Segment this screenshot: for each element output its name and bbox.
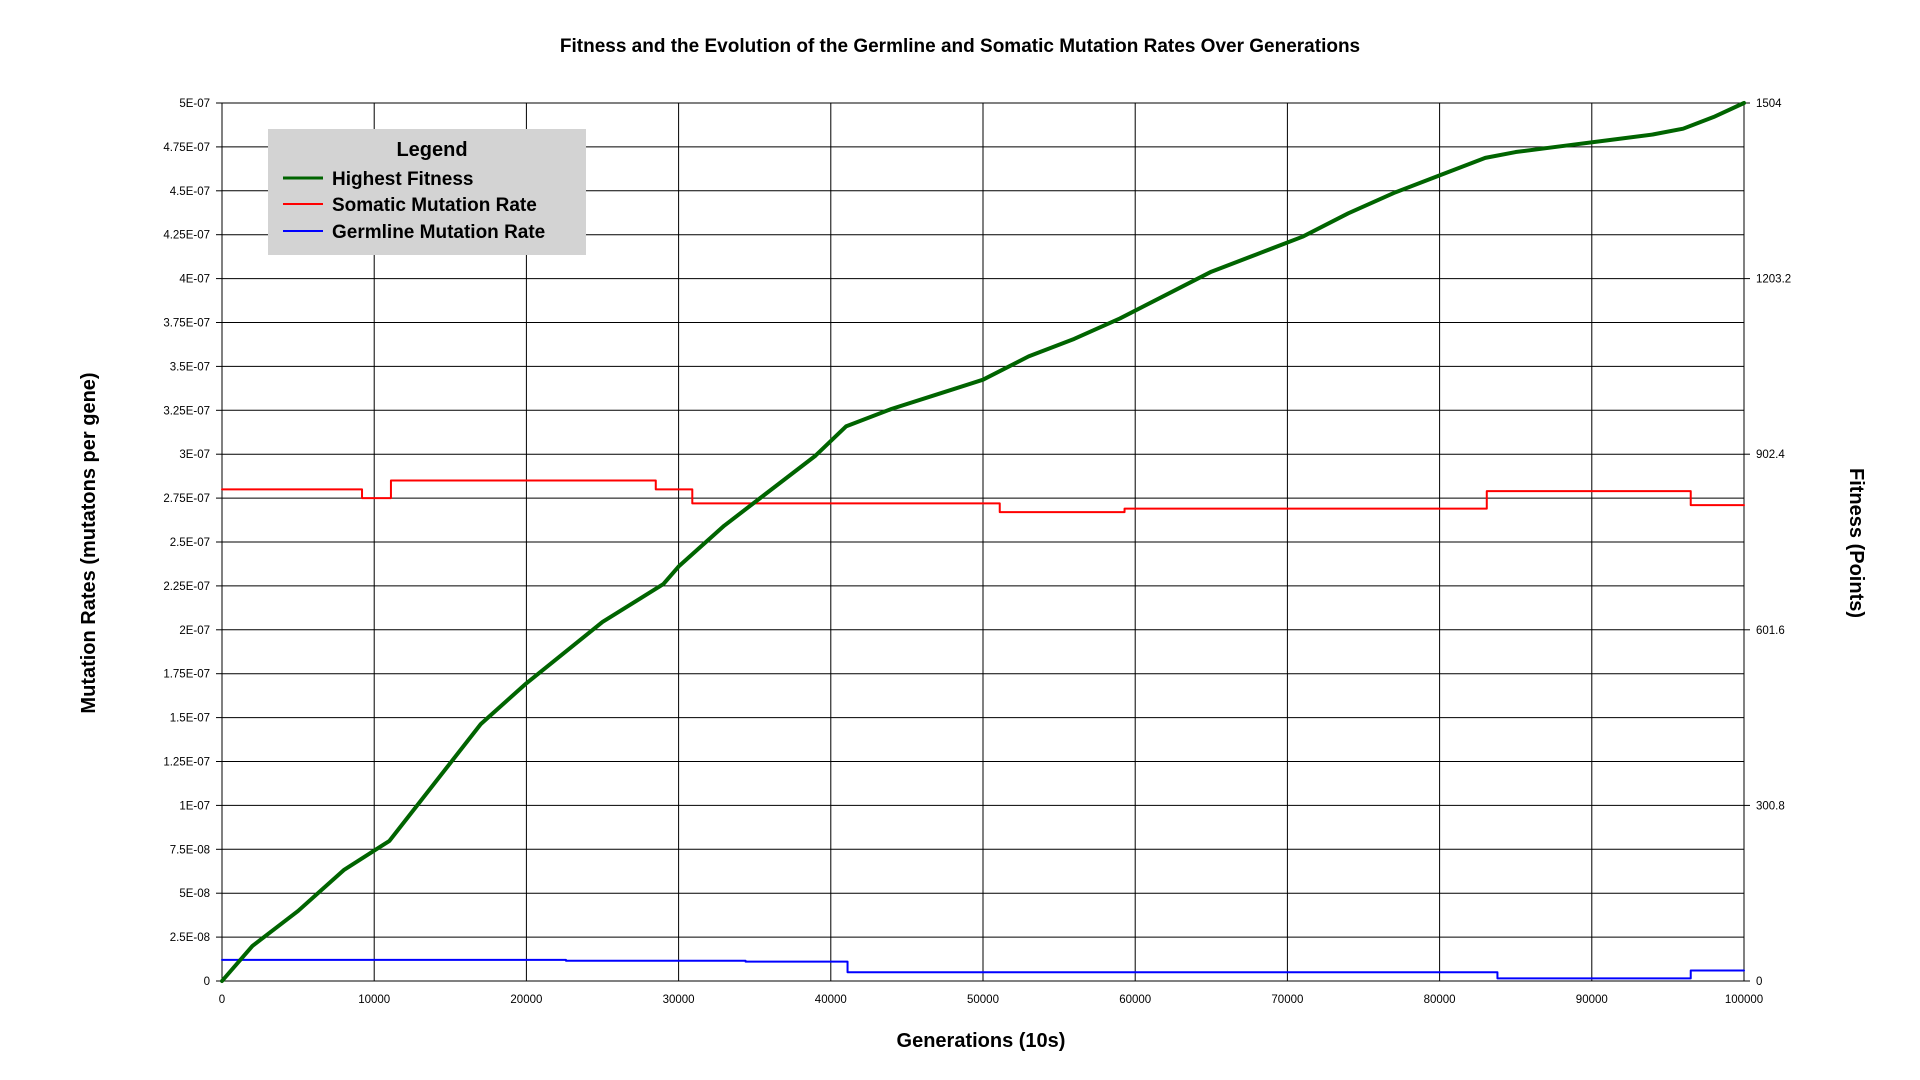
legend-title: Legend <box>396 139 467 161</box>
y-left-tick-label: 1.25E-07 <box>163 757 210 769</box>
y-left-tick-label: 1.5E-07 <box>170 713 210 725</box>
x-tick-label: 10000 <box>358 994 390 1006</box>
y-left-tick-label: 4.5E-07 <box>170 186 210 198</box>
x-tick-label: 0 <box>219 994 225 1006</box>
y-left-tick-label: 4.75E-07 <box>163 142 210 154</box>
y-right-tick-label: 1504 <box>1756 98 1782 110</box>
series-line-somatic-mutation-rate <box>221 479 1745 514</box>
y-left-tick-label: 4.25E-07 <box>163 230 210 242</box>
y-left-tick-label: 7.5E-08 <box>170 844 210 856</box>
series-group <box>220 101 1746 983</box>
y-left-tick-label: 2.75E-07 <box>163 493 210 505</box>
x-tick-label: 30000 <box>663 994 695 1006</box>
y-left-tick-label: 3.75E-07 <box>163 318 210 330</box>
y-left-tick-label: 3.5E-07 <box>170 361 210 373</box>
legend-label-highest-fitness: Highest Fitness <box>332 169 473 190</box>
y-left-tick-label: 3.25E-07 <box>163 405 210 417</box>
x-axis-ticks: 0 10000 20000 30000 40000 50000 60000 70000 8000… <box>219 994 1763 1006</box>
series-line-highest-fitness <box>220 101 1746 983</box>
x-tick-label: 100000 <box>1725 994 1763 1006</box>
y-left-tick-label: 1.75E-07 <box>163 669 210 681</box>
y-left-axis-ticks: 0 2.5E-08 5E-08 7.5E-08 1E-07 1.25E-07 1.5E-07… <box>163 98 222 988</box>
y-right-tick-label: 1203.2 <box>1756 274 1791 286</box>
legend-label-germline-mutation-rate: Germline Mutation Rate <box>332 222 545 243</box>
y-left-tick-label: 2.25E-07 <box>163 581 210 593</box>
legend-box <box>268 129 586 255</box>
x-tick-label: 60000 <box>1119 994 1151 1006</box>
series-line-germline-mutation-rate <box>221 958 1745 980</box>
x-axis-title: Generations (10s) <box>897 1030 1066 1052</box>
y-left-tick-label: 2.5E-08 <box>170 932 210 944</box>
y-right-tick-label: 601.6 <box>1756 625 1785 637</box>
y-left-tick-label: 2E-07 <box>179 625 210 637</box>
y-left-tick-label: 2.5E-07 <box>170 537 210 549</box>
y-right-tick-label: 0 <box>1756 976 1762 988</box>
y-right-tick-label: 300.8 <box>1756 800 1785 812</box>
y-left-tick-label: 5E-08 <box>179 888 210 900</box>
y-left-axis-title: Mutation Rates (mutatons per gene) <box>78 372 100 713</box>
x-tick-label: 50000 <box>967 994 999 1006</box>
legend-label-somatic-mutation-rate: Somatic Mutation Rate <box>332 195 537 216</box>
x-tick-label: 80000 <box>1424 994 1456 1006</box>
x-tick-label: 90000 <box>1576 994 1608 1006</box>
legend: Legend Highest Fitness Somatic Mutation … <box>268 129 586 255</box>
y-left-tick-label: 1E-07 <box>179 800 210 812</box>
y-left-tick-label: 4E-07 <box>179 274 210 286</box>
y-left-tick-label: 3E-07 <box>179 449 210 461</box>
x-tick-label: 40000 <box>815 994 847 1006</box>
chart-title: Fitness and the Evolution of the Germlin… <box>560 36 1360 57</box>
y-left-tick-label: 0 <box>204 976 210 988</box>
x-tick-label: 20000 <box>510 994 542 1006</box>
y-right-tick-label: 902.4 <box>1756 449 1785 461</box>
y-right-axis-ticks: 0 300.8 601.6 902.4 1203.2 1504 <box>1744 98 1791 988</box>
x-tick-label: 70000 <box>1271 994 1303 1006</box>
y-left-tick-label: 5E-07 <box>179 98 210 110</box>
y-right-axis-title: Fitness (Points) <box>1845 468 1867 618</box>
